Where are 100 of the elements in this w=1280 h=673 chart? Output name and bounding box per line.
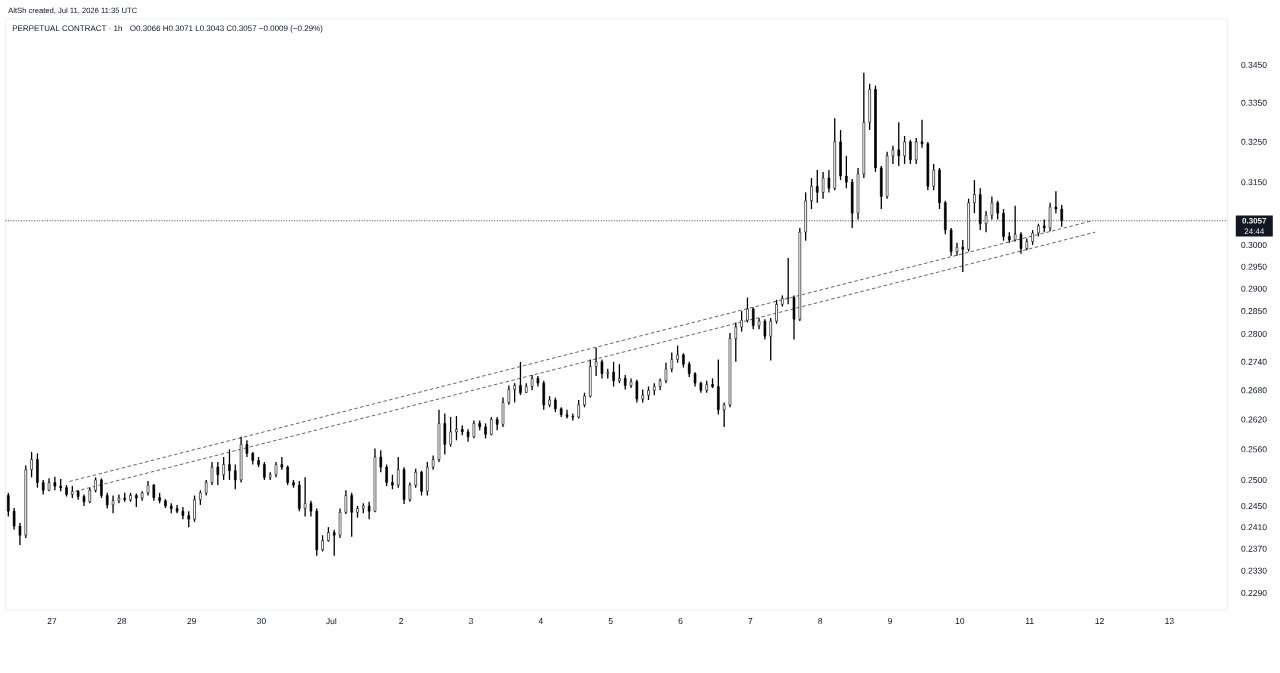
x-tick-label: 13 xyxy=(1165,618,1174,625)
candlestick xyxy=(36,452,39,489)
candlestick xyxy=(810,177,813,210)
y-tick-label: 0.3000 xyxy=(1241,241,1267,248)
text: O0.3066 H0.3071 L0.3043 C0.3057 −0.0009 (−0.29%) xyxy=(130,25,323,33)
candlestick xyxy=(129,492,132,503)
x-tick-label: 7 xyxy=(748,618,753,624)
y-tick-label: 0.2740 xyxy=(1241,358,1267,365)
candlestick xyxy=(990,195,994,221)
candlestick xyxy=(821,171,825,200)
y-tick-label: 0.2410 xyxy=(1241,524,1267,531)
candlestick xyxy=(635,379,639,404)
y-tick-label: 0.2800 xyxy=(1241,330,1267,337)
text: 24:44 xyxy=(1244,228,1265,235)
candlestick xyxy=(664,362,668,384)
candlestick xyxy=(1013,205,1017,243)
candlestick xyxy=(786,257,790,306)
candlestick xyxy=(717,358,720,416)
y-tick-label: 0.2560 xyxy=(1241,446,1267,453)
x-tick-label: 8 xyxy=(818,618,823,625)
x-tick-label: 27 xyxy=(47,618,57,624)
y-tick-label: 0.3450 xyxy=(1241,61,1267,68)
candlestick xyxy=(554,396,557,413)
candlestick xyxy=(257,456,260,468)
candlestick xyxy=(647,385,650,401)
candlestick xyxy=(967,198,970,253)
candlestick xyxy=(874,85,877,173)
candlestick xyxy=(938,167,941,210)
candlestick xyxy=(327,526,330,543)
text: PERPETUAL CONTRACT · 1h xyxy=(12,25,122,32)
y-tick-label: 0.2900 xyxy=(1241,285,1267,292)
candlestick xyxy=(356,505,359,519)
candlestick xyxy=(350,492,353,538)
candlestick xyxy=(891,145,895,165)
candlestick xyxy=(740,310,743,333)
candlestick xyxy=(1031,229,1034,246)
y-tick-label: 0.3350 xyxy=(1241,99,1267,106)
candlestick xyxy=(670,351,674,373)
candlestick xyxy=(961,239,965,273)
candlestick xyxy=(996,200,999,221)
candlestick xyxy=(711,377,714,389)
x-tick-label: 11 xyxy=(1025,618,1034,624)
x-tick-label: 2 xyxy=(399,618,404,624)
candlestick xyxy=(792,294,796,341)
candlestick xyxy=(734,321,738,363)
candlestick xyxy=(746,296,749,324)
candlestick xyxy=(298,480,301,512)
candlestick xyxy=(94,476,97,494)
candlestick xyxy=(449,416,452,448)
y-tick-label: 0.2500 xyxy=(1241,476,1267,483)
candlestick xyxy=(263,461,266,481)
candlestick xyxy=(920,119,924,149)
candlestick xyxy=(7,492,10,518)
candlestick xyxy=(839,129,842,181)
candlestick xyxy=(65,484,68,498)
x-tick-label: 28 xyxy=(117,618,127,625)
candlestick xyxy=(1037,223,1040,238)
candlestick xyxy=(1002,208,1005,242)
candlestick xyxy=(513,382,516,404)
candlestick xyxy=(408,481,412,503)
candlestick xyxy=(164,498,167,509)
candlestick xyxy=(815,169,819,204)
x-tick-label: 30 xyxy=(257,618,266,625)
candlestick xyxy=(234,463,237,490)
candlestick xyxy=(396,456,400,489)
y-tick-label: 0.2850 xyxy=(1241,308,1267,315)
x-tick-label: 12 xyxy=(1095,618,1104,624)
x-tick-label: 5 xyxy=(608,618,613,624)
x-tick-label: Jul xyxy=(326,617,337,625)
candlestick xyxy=(455,415,458,441)
candlestick xyxy=(303,476,307,518)
candlestick xyxy=(914,137,918,165)
candlestick xyxy=(845,155,848,189)
candlestick xyxy=(583,392,586,408)
candlestick xyxy=(542,380,546,411)
y-tick-label: 0.3250 xyxy=(1241,138,1267,145)
candlestick xyxy=(519,361,522,396)
ref-line-label: 0.3057 xyxy=(1242,217,1267,224)
x-tick-label: 4 xyxy=(538,618,543,624)
candlestick xyxy=(548,395,551,408)
candlestick xyxy=(600,358,604,380)
candlestick xyxy=(443,412,447,456)
candlestick xyxy=(414,467,417,489)
candlestick xyxy=(100,477,103,499)
candlestick xyxy=(612,361,615,388)
candlestick xyxy=(12,507,16,531)
candlestick xyxy=(577,399,580,420)
candlestick xyxy=(594,347,598,377)
y-tick-label: 0.2620 xyxy=(1241,416,1267,423)
candlestick xyxy=(321,534,324,553)
x-tick-label: 10 xyxy=(955,618,965,625)
candlestick xyxy=(722,401,726,428)
candlestick xyxy=(379,449,383,473)
y-tick-label: 0.2290 xyxy=(1241,590,1267,597)
candlestick xyxy=(344,489,348,515)
candlestick xyxy=(955,242,959,257)
x-tick-label: 3 xyxy=(468,618,473,625)
candlestick xyxy=(338,507,342,539)
y-tick-label: 0.2370 xyxy=(1241,545,1267,552)
candlestick xyxy=(292,479,295,489)
